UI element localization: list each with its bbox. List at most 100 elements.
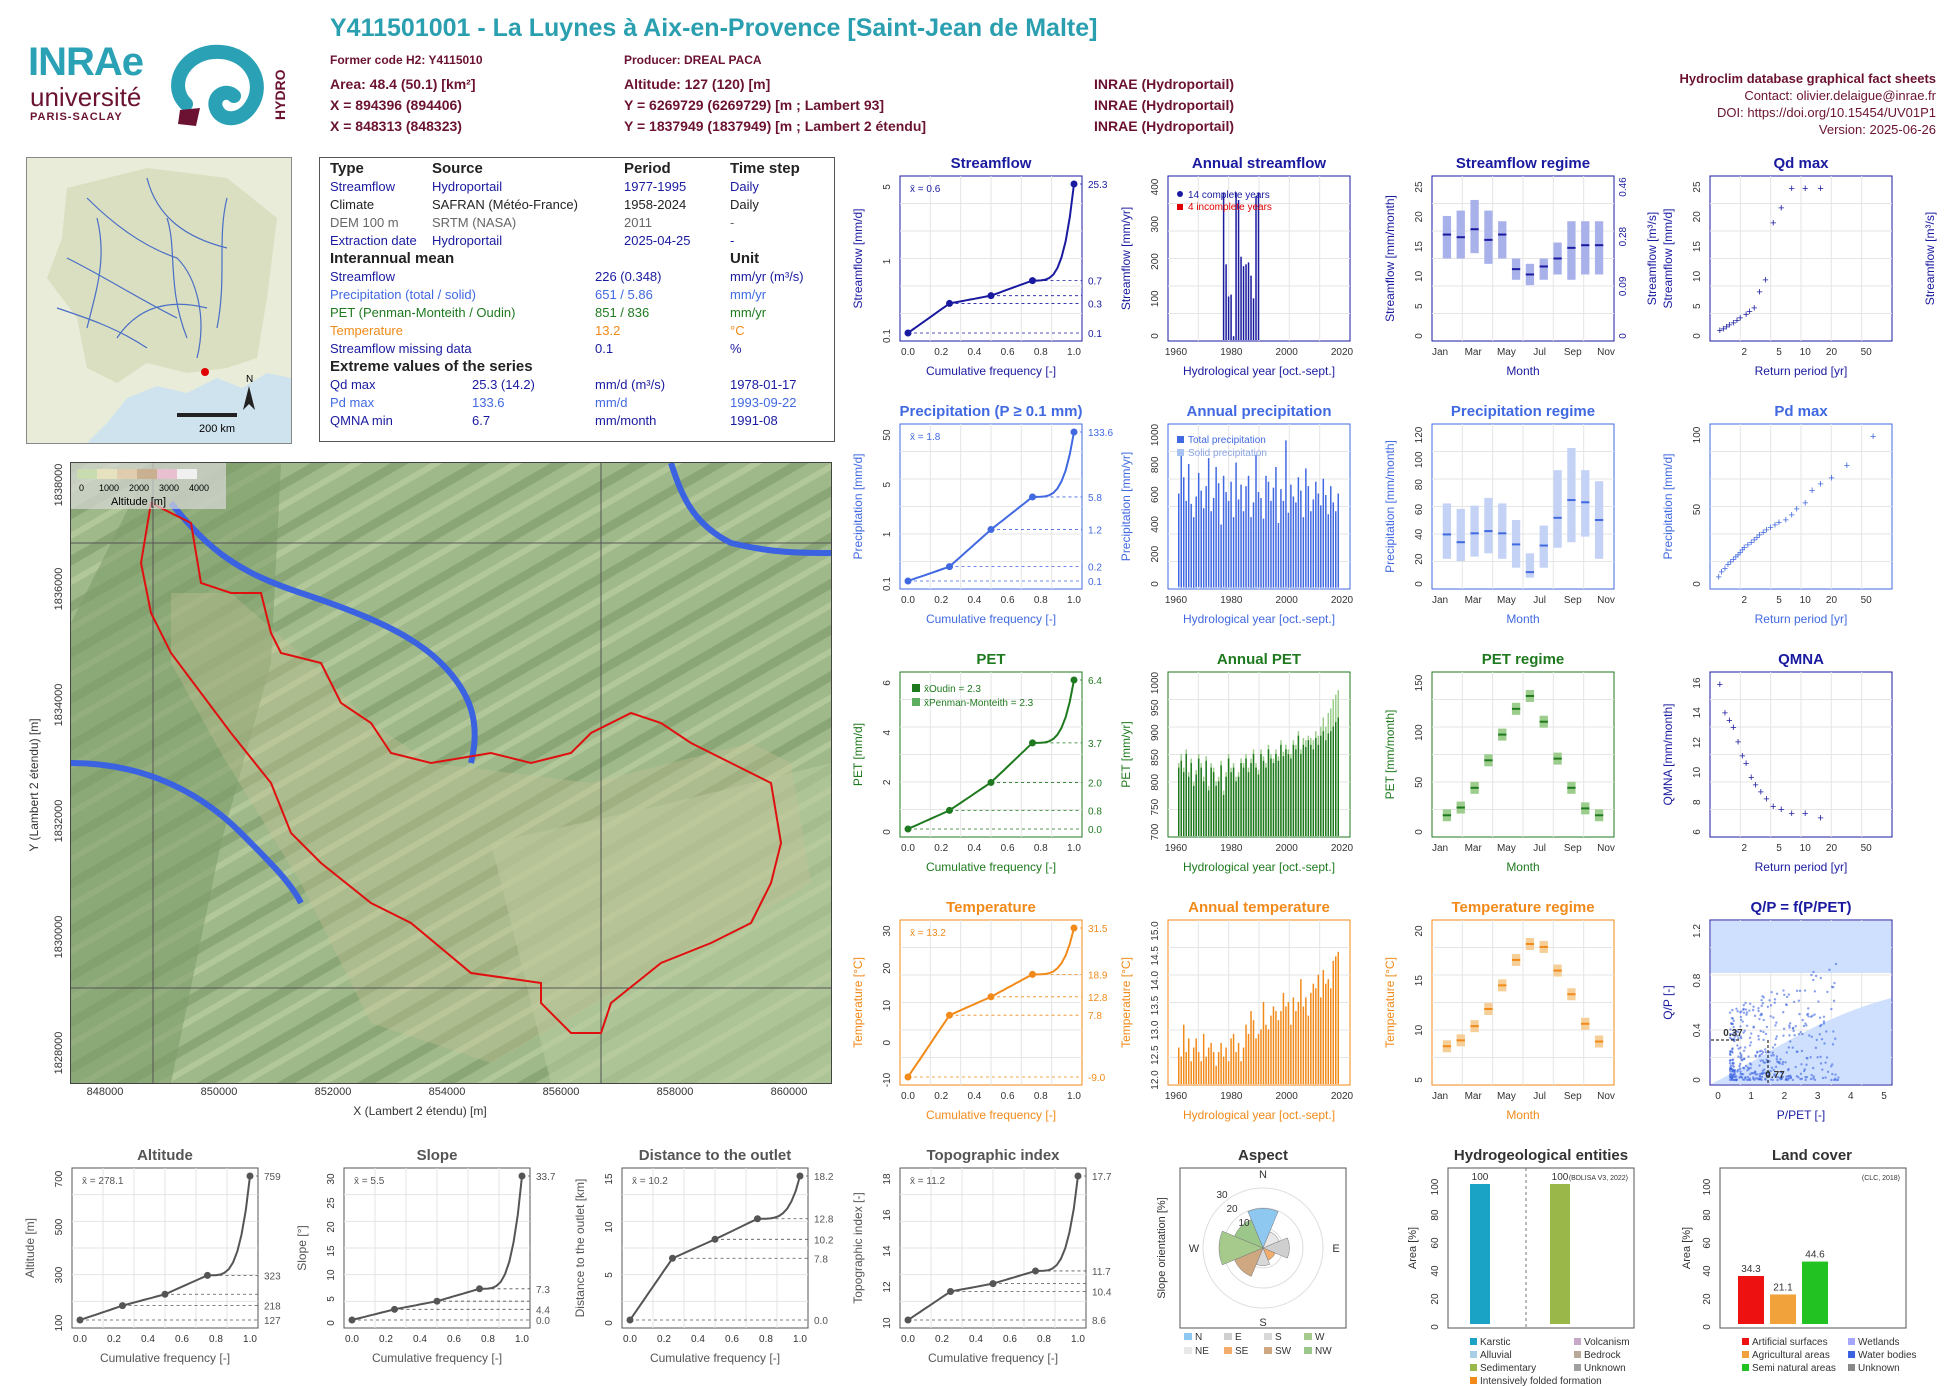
legend-key <box>1224 1333 1232 1340</box>
annual_precipitation-bar <box>1325 495 1327 588</box>
y-tick-label: 1000 <box>1150 423 1161 446</box>
q-p-point <box>1761 1051 1765 1054</box>
compass-n: N <box>1259 1169 1267 1181</box>
precip_regime-range-bar <box>1470 505 1479 557</box>
y-tick-label: 20 <box>1692 211 1703 223</box>
annual_precipitation-bar <box>1285 586 1287 588</box>
precip_regime-range-bar <box>1498 503 1507 559</box>
q-p-point <box>1744 1001 1747 1005</box>
q-p-point <box>1739 1070 1742 1073</box>
x-tick-label: 2020 <box>1331 1091 1354 1102</box>
x-tick-label: 1 <box>1748 1091 1754 1102</box>
y-tick-label: 30 <box>326 1173 337 1185</box>
annual_streamflow-bar <box>1227 296 1230 340</box>
annual_precipitation-bar <box>1240 587 1242 588</box>
y-tick-label: 100 <box>1702 1178 1713 1195</box>
q-p-point <box>1749 1032 1753 1035</box>
extreme-qd-max: Qd max 25.3 (14.2) mm/d (m³/s) 1978-01-17 <box>330 377 797 392</box>
q-p-point <box>1818 1016 1822 1019</box>
q-p-point <box>1742 1031 1745 1034</box>
q-p-point <box>1731 1008 1734 1012</box>
precip_regime-title: Precipitation regime <box>1451 403 1595 420</box>
q-p-point <box>1769 1015 1772 1018</box>
q-p-point <box>1762 1030 1765 1034</box>
annual_streamflow-bar <box>1232 336 1235 340</box>
pd_max-point: + <box>1739 544 1745 556</box>
q-p-point <box>1801 1018 1804 1022</box>
pet-xlabel: Cumulative frequency [-] <box>926 860 1056 874</box>
q-p-point <box>1792 1000 1796 1004</box>
annual_temperature-ylabel: Temperature [°C] <box>1119 957 1133 1048</box>
q-p-point <box>1764 1032 1768 1036</box>
y-tick-label: 13.0 <box>1150 1020 1161 1040</box>
annual_precipitation-bar <box>1282 500 1285 588</box>
precip_regime-xlabel: Month <box>1506 612 1539 626</box>
legend-label: Intensively folded formation <box>1480 1376 1602 1386</box>
precip_regime-range-bar <box>1581 470 1590 537</box>
annual_pet-bar <box>1275 753 1277 836</box>
mean-streamflow: Streamflow 226 (0.348) mm/yr (m³/s) <box>330 269 804 284</box>
y-tick-label: 15 <box>1414 241 1425 253</box>
y-tick-label: 25 <box>1414 181 1425 193</box>
annual_precipitation-bar <box>1330 587 1332 588</box>
legend-label: NW <box>1315 1346 1332 1357</box>
aspect-ylabel: Slope orientation [%] <box>1156 1197 1168 1299</box>
x-tick-label: 1980 <box>1220 347 1243 358</box>
x-tick-label: Jan <box>1432 347 1448 358</box>
right-value-label: 33.7 <box>536 1172 556 1183</box>
annual_precipitation-bar <box>1265 587 1267 588</box>
q-p-point <box>1773 1001 1776 1004</box>
q-p-point <box>1740 1053 1743 1057</box>
q-p-point <box>1791 1027 1795 1030</box>
y-tick-label: 150 <box>1414 674 1425 691</box>
annual_pet-bar <box>1307 740 1310 836</box>
pet_regime-xlabel: Month <box>1506 860 1539 874</box>
y2-tick-label: 0 <box>1618 333 1629 339</box>
q-p-point <box>1772 1016 1775 1019</box>
q-p-point <box>1808 1034 1811 1037</box>
pet-chart: PET Cumulative frequency [-] PET [mm/d] 0.0… <box>851 651 1102 874</box>
annual_temperature-bar <box>1178 1047 1180 1084</box>
q-p-point <box>1733 1028 1736 1032</box>
annual_precipitation-bar <box>1267 587 1270 588</box>
pet_regime-ylabel: PET [mm/month] <box>1383 710 1397 800</box>
y-tick-label: 0 <box>882 1040 893 1046</box>
annual_streamflow-chart: Annual streamflow Hydrological year [oct.… <box>1119 155 1354 378</box>
pd_max-point: + <box>1776 517 1782 529</box>
y2-tick-label: 0.09 <box>1618 276 1629 296</box>
temperature-mean-label: x̄ = 13.2 <box>910 928 946 939</box>
q-p-point <box>1789 1040 1792 1043</box>
q-p-point <box>1765 1058 1768 1062</box>
x-tick-label: 2020 <box>1331 843 1354 854</box>
q-p-point <box>1761 1069 1765 1072</box>
annual_precipitation-bar <box>1210 511 1212 588</box>
svg-text:848000: 848000 <box>87 1086 124 1098</box>
annual_precipitation-bar <box>1255 586 1257 588</box>
x-tick-label: 0.0 <box>901 595 915 606</box>
q-p-point <box>1749 1078 1752 1082</box>
annual_temperature-bar <box>1290 1024 1292 1084</box>
annual_streamflow-ylabel: Streamflow [mm/yr] <box>1119 207 1133 310</box>
hydrogeology-chart: Hydrogeological entities (BDLISA V3, 2022… <box>1407 1147 1635 1386</box>
q-p-point <box>1749 1041 1753 1044</box>
y-tick-label: 700 <box>1150 823 1161 840</box>
x-tick-label: 0.2 <box>657 1334 671 1345</box>
legend-label: Agricultural areas <box>1752 1350 1830 1361</box>
qmna-point: + <box>1717 679 1723 691</box>
annual_precipitation-bar <box>1257 492 1260 588</box>
legend-key <box>1184 1347 1192 1354</box>
aspect-title: Aspect <box>1238 1147 1288 1164</box>
svg-text:860000: 860000 <box>771 1086 808 1098</box>
y-tick-label: 10 <box>604 1221 615 1233</box>
paris-saclay-logo: PARIS-SACLAY <box>30 111 123 123</box>
q-p-point <box>1752 1005 1755 1008</box>
x-tick-label: 0.0 <box>901 1091 915 1102</box>
q-p-point <box>1757 1038 1760 1041</box>
annual_temperature-bar <box>1332 960 1335 1084</box>
x-tick-label: Sep <box>1564 843 1582 854</box>
right-value-label: 0.2 <box>1088 563 1102 574</box>
annual_precipitation-bar <box>1202 508 1205 588</box>
precip_regime-range-bar <box>1442 503 1452 559</box>
q-p-point <box>1731 1017 1735 1020</box>
annual_pet-bar <box>1265 767 1267 836</box>
